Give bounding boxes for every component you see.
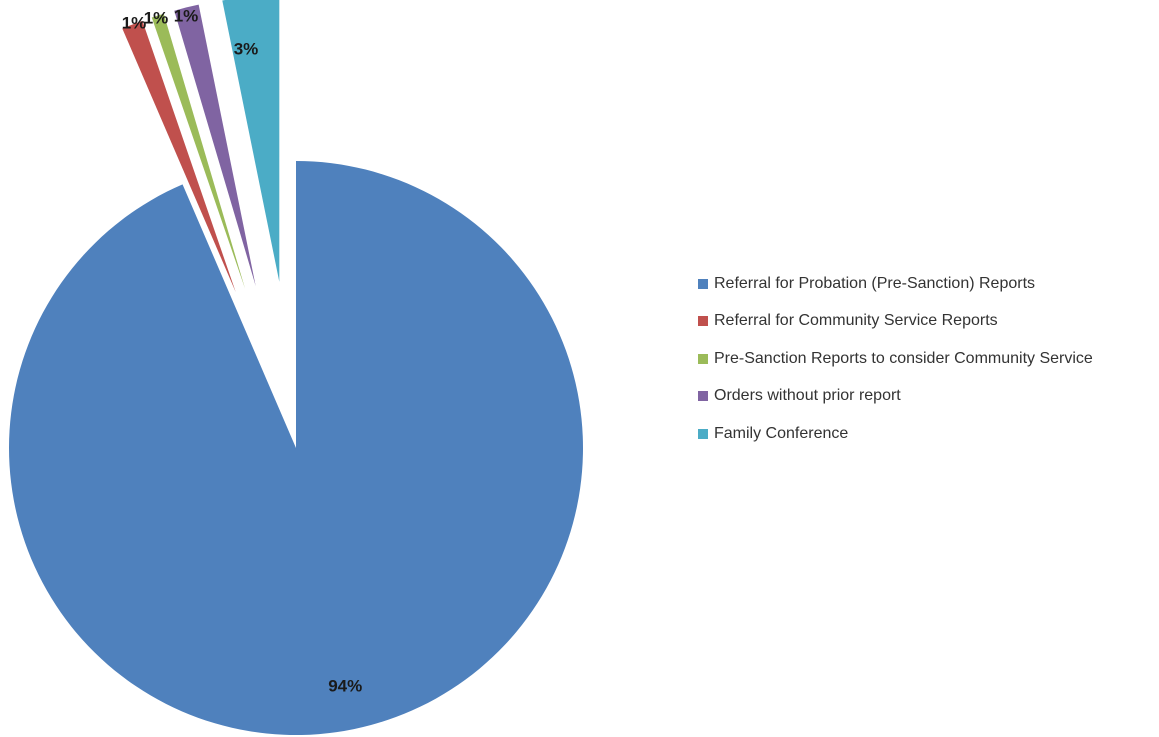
legend-label: Pre-Sanction Reports to consider Communi… bbox=[714, 349, 1093, 367]
legend-label: Referral for Probation (Pre-Sanction) Re… bbox=[714, 274, 1036, 292]
slice-label-referral-for-community-service-reports: 1% bbox=[122, 13, 147, 32]
legend-swatch bbox=[698, 316, 708, 327]
pie-slice-orders-without-prior-report bbox=[174, 4, 256, 286]
slice-label-family-conference: 3% bbox=[234, 39, 259, 58]
pie-slice-referral-for-probation-pre-sanction-reports bbox=[9, 161, 584, 735]
legend-item-referral-for-community-service-reports: Referral for Community Service Reports bbox=[698, 303, 1093, 341]
legend-item-family-conference: Family Conference bbox=[698, 415, 1093, 453]
slice-label-referral-for-probation-pre-sanction-reports: 94% bbox=[328, 676, 362, 695]
legend-item-orders-without-prior-report: Orders without prior report bbox=[698, 378, 1093, 416]
legend-label: Orders without prior report bbox=[714, 387, 901, 405]
pie-slice-pre-sanction-reports-to-consider-community-service bbox=[151, 13, 246, 289]
slice-label-pre-sanction-reports-to-consider-community-service: 1% bbox=[144, 8, 169, 27]
legend-label: Family Conference bbox=[714, 424, 849, 442]
pie-labels: 94%1%1% 1%3% bbox=[122, 6, 363, 695]
legend-swatch bbox=[698, 428, 708, 439]
chart-legend: Referral for Probation (Pre-Sanction) Re… bbox=[698, 265, 1093, 453]
legend-item-referral-for-probation-pre-sanction-reports: Referral for Probation (Pre-Sanction) Re… bbox=[698, 265, 1093, 303]
legend-swatch bbox=[698, 353, 708, 364]
pie-slices bbox=[9, 0, 584, 735]
pie-slice-referral-for-community-service-reports bbox=[122, 20, 236, 293]
legend-swatch bbox=[698, 391, 708, 402]
legend-item-pre-sanction-reports-to-consider-community-service: Pre-Sanction Reports to consider Communi… bbox=[698, 340, 1093, 378]
pie-slice-family-conference bbox=[222, 0, 280, 282]
legend-swatch bbox=[698, 278, 708, 289]
legend-label: Referral for Community Service Reports bbox=[714, 312, 998, 330]
slice-label-orders-without-prior-report: 1% bbox=[174, 6, 199, 25]
